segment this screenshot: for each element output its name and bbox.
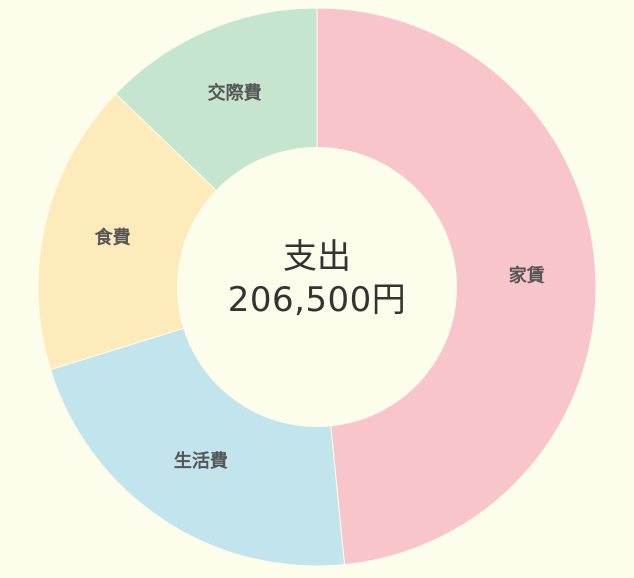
slice-label-rent: 家賃: [509, 265, 545, 287]
donut-hole: [177, 147, 457, 427]
center-total: 206,500円: [187, 283, 447, 317]
slice-label-social: 交際費: [208, 82, 262, 104]
center-title: 支出: [283, 237, 351, 277]
center-unit: 円: [371, 280, 407, 320]
slice-label-food: 食費: [94, 227, 131, 249]
center-value: 206,500: [227, 280, 372, 320]
slice-label-living: 生活費: [174, 450, 228, 472]
